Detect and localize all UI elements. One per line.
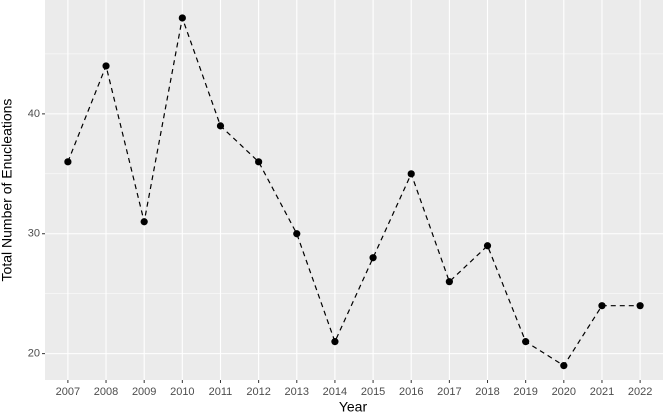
point [445,278,453,286]
point [293,230,301,238]
x-tick-label: 2007 [56,386,80,398]
x-tick-label: 2014 [323,386,347,398]
x-tick-label: 2010 [170,386,194,398]
x-tick-label: 2011 [209,386,233,398]
point [598,302,606,310]
point [331,338,339,346]
x-tick-label: 2009 [132,386,156,398]
point [140,218,148,226]
point [216,122,225,130]
point [178,14,186,22]
point [483,242,492,250]
point [369,254,377,262]
point [522,338,530,346]
point [636,302,644,310]
y-axis-title: Total Number of Enucleations [0,99,15,282]
x-tick-label: 2019 [513,386,537,398]
x-tick-label: 2008 [94,386,118,398]
x-axis-title: Year [339,399,368,415]
y-tick-label: 30 [28,228,40,240]
x-tick-label: 2016 [399,386,423,398]
x-tick-label: 2020 [552,386,576,398]
point [560,362,568,370]
x-tick-label: 2017 [437,386,461,398]
x-tick-label: 2012 [246,386,270,398]
point [255,158,263,166]
plot-background [45,0,663,380]
x-tick-label: 2013 [285,386,309,398]
y-tick-label: 40 [28,108,40,120]
point [102,62,110,70]
x-tick-label: 2018 [475,386,499,398]
x-tick-label: 2021 [590,386,614,398]
y-tick-label: 20 [28,348,40,360]
x-tick-label: 2015 [361,386,385,398]
x-tick-label: 2022 [628,386,652,398]
point [407,170,415,178]
point [64,158,72,166]
